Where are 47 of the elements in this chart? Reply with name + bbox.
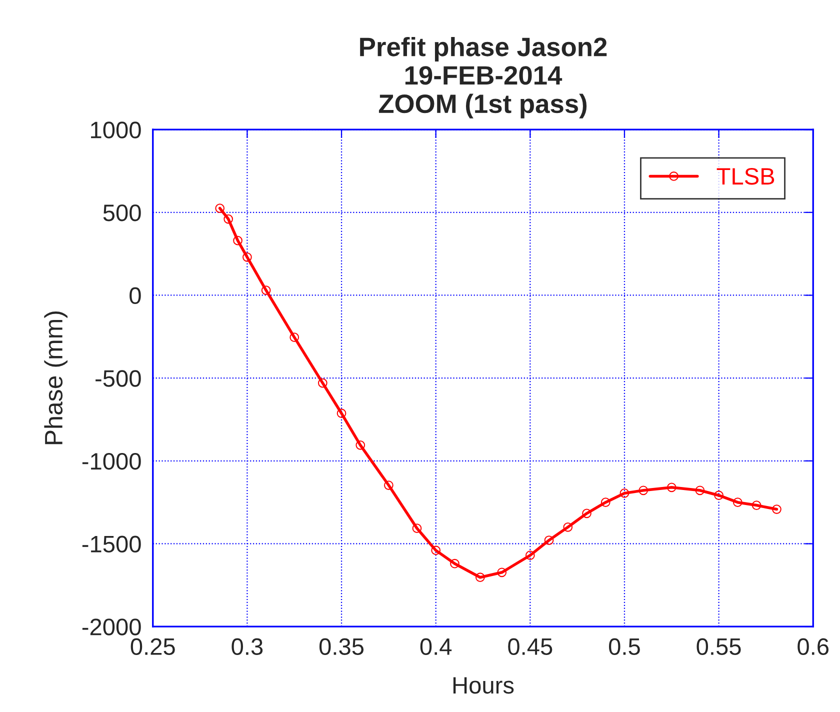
point [242, 252, 252, 262]
point [356, 440, 366, 450]
x-tick-label: 0.3 [232, 638, 263, 656]
point [318, 378, 328, 388]
point [261, 286, 271, 295]
chart-title: Prefit phase Jason2 19-FEB-2014 ZOOM (1st pass) [360, 36, 607, 118]
point [475, 572, 485, 582]
point [582, 508, 592, 518]
x-tick-label: 0.35 [319, 638, 364, 656]
point [525, 550, 535, 560]
point [714, 490, 724, 500]
point [695, 486, 705, 496]
point [336, 408, 346, 418]
y-tick-label: 0 [130, 287, 141, 304]
legend-label: TLSB [716, 168, 774, 185]
point [600, 498, 610, 508]
point [290, 332, 300, 342]
point [384, 480, 394, 490]
point [233, 236, 242, 246]
y-tick-label: -1000 [82, 452, 141, 470]
point [224, 214, 234, 224]
x-tick-label: 0.45 [508, 638, 552, 656]
point [431, 546, 441, 556]
x-axis-title: Hours [453, 677, 514, 694]
y-tick-label: 500 [103, 204, 141, 222]
point [732, 498, 742, 508]
y-tick-label: 1000 [91, 122, 141, 138]
x-tick-label: 0.4 [420, 638, 452, 656]
point [638, 486, 648, 496]
y-tick-label: -2000 [82, 618, 141, 636]
point [544, 536, 554, 545]
point [215, 204, 225, 213]
point [497, 568, 507, 578]
x-tick-label: 0.5 [608, 638, 640, 656]
point [412, 524, 422, 534]
point [666, 482, 676, 492]
y-tick-label: -1500 [82, 536, 141, 553]
point [772, 504, 782, 514]
y-tick-label: -500 [96, 370, 141, 387]
x-tick-label: 0.6 [798, 638, 828, 656]
x-tick-label: 0.55 [696, 638, 741, 656]
point [450, 558, 460, 568]
y-axis-title: Phase (mm) [44, 312, 68, 444]
x-tick-label: 0.25 [130, 638, 175, 656]
point [620, 488, 630, 498]
point [563, 522, 573, 532]
point [752, 500, 762, 510]
